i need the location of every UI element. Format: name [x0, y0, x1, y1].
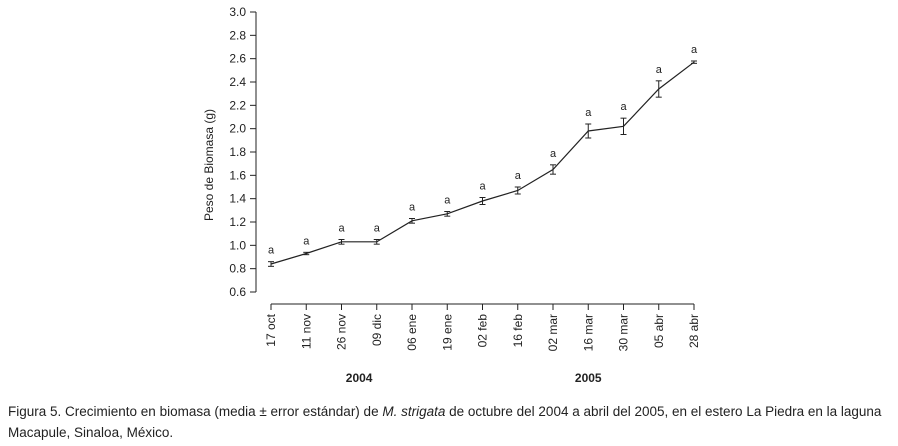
y-tick-label: 0.6 [229, 285, 246, 299]
data-point: a [409, 202, 416, 224]
x-tick-label: 17 oct [264, 313, 278, 346]
year-label: 2005 [575, 371, 602, 385]
y-tick-label: 2.6 [229, 52, 246, 66]
x-tick-label: 16 feb [511, 314, 525, 348]
y-axis: 0.6 0.8 1.0 1.2 1.4 1.6 1.8 2.0 2.2 2.4 2.6 2.8 3.0 [229, 5, 257, 299]
x-tick-label: 06 ene [405, 314, 419, 351]
year-label: 2004 [346, 371, 373, 385]
significance-label: a [409, 202, 416, 214]
significance-label: a [479, 181, 486, 193]
year-labels: 2004 2005 [346, 371, 602, 385]
y-tick-label: 2.2 [229, 98, 246, 112]
y-tick-label: 1.8 [229, 145, 246, 159]
significance-label: a [620, 101, 627, 113]
significance-label: a [550, 148, 557, 160]
x-tick-label: 05 abr [652, 314, 666, 348]
y-tick-label: 2.8 [229, 28, 246, 42]
figure-caption: Figura 5. Crecimiento en biomasa (media … [8, 401, 896, 443]
x-tick-label: 02 mar [546, 314, 560, 351]
significance-label: a [374, 223, 381, 235]
biomass-series: a a a a a a a a a a a a a [268, 44, 698, 267]
x-tick-label: 30 mar [617, 314, 631, 351]
data-point: a [585, 107, 592, 139]
x-tick-label: 11 nov [299, 314, 313, 349]
x-tick-label: 26 nov [335, 314, 349, 350]
caption-species: M. strigata [382, 404, 446, 419]
data-point: a [620, 101, 627, 135]
data-point: a [515, 170, 522, 195]
caption-prefix: Figura 5. Crecimiento en biomasa (media … [8, 404, 383, 419]
significance-label: a [338, 223, 345, 235]
data-point: a [338, 223, 345, 245]
data-point: a [303, 235, 310, 256]
significance-label: a [303, 235, 310, 247]
significance-label: a [585, 107, 592, 119]
x-tick-label: 19 ene [440, 314, 454, 351]
x-tick-label: 02 feb [476, 314, 490, 348]
significance-label: a [268, 245, 275, 257]
x-tick-label: 09 dic [370, 314, 384, 346]
significance-label: a [515, 170, 522, 182]
y-axis-title: Peso de Biomasa (g) [202, 109, 216, 221]
y-tick-label: 1.6 [229, 168, 246, 182]
x-tick-label: 28 abr [687, 314, 701, 348]
y-tick-label: 1.2 [229, 215, 246, 229]
data-point: a [479, 181, 486, 205]
y-tick-label: 3.0 [229, 5, 246, 19]
series-line [270, 61, 695, 265]
biomass-growth-chart: 0.60.81.01.21.41.61.82.02.22.42.62.83.0 … [202, 5, 701, 385]
data-point: a [656, 64, 663, 98]
data-point: a [550, 148, 557, 175]
data-point: a [691, 44, 698, 64]
caption-suffix: de octubre del 2004 a abril del 2005, en… [8, 404, 882, 440]
data-point: a [374, 223, 381, 245]
x-axis: 17 oct 11 nov 26 nov 09 dic 06 ene 19 ene 02 f… [264, 303, 701, 351]
y-tick-label: 1.0 [229, 238, 246, 252]
x-tick-label: 16 mar [581, 314, 595, 351]
significance-label: a [691, 44, 698, 56]
significance-label: a [656, 64, 663, 76]
significance-label: a [444, 195, 451, 207]
data-point: a [268, 245, 275, 267]
y-tick-label: 2.0 [229, 122, 246, 136]
y-tick-label: 2.4 [229, 75, 246, 89]
data-point: a [444, 195, 451, 217]
y-tick-label: 0.8 [229, 262, 246, 276]
y-tick-label: 1.4 [229, 192, 246, 206]
